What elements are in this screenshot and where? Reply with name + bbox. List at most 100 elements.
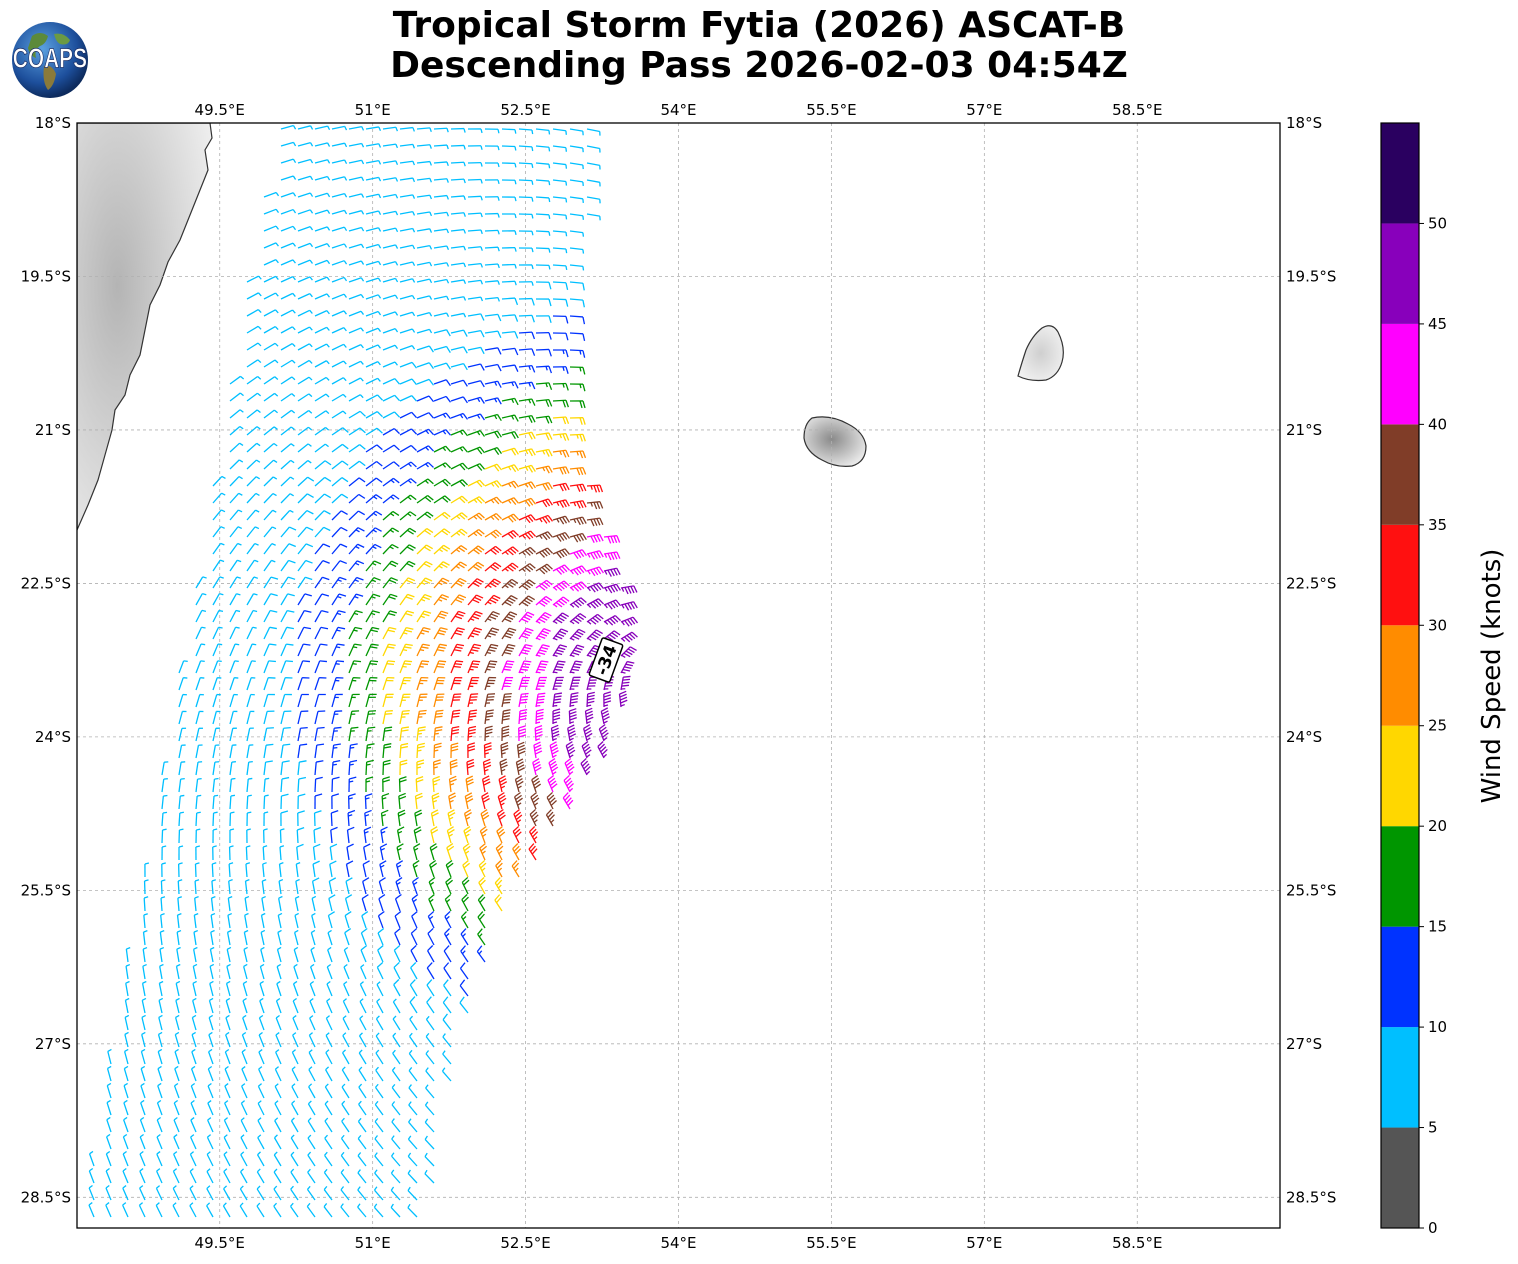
wind-barb — [382, 477, 400, 487]
plot-title: Tropical Storm Fytia (2026) ASCAT-B Desc… — [0, 6, 1518, 86]
wind-barb — [246, 811, 252, 827]
wind-barb — [535, 481, 553, 491]
wind-barb — [211, 879, 217, 895]
wind-barb — [462, 859, 471, 878]
wind-barb — [399, 676, 412, 691]
wind-barb — [392, 1049, 401, 1065]
wind-barb — [325, 1049, 333, 1065]
wind-barb — [407, 1152, 418, 1167]
wind-barb — [586, 162, 601, 170]
wind-barb — [382, 776, 390, 793]
wind-barb — [348, 493, 366, 504]
wind-barb — [375, 1049, 384, 1065]
wind-barb — [157, 1031, 163, 1048]
wind-barb — [433, 312, 450, 317]
wind-barb — [330, 826, 338, 844]
wind-barb — [223, 1117, 231, 1133]
wind-barb — [324, 1117, 333, 1133]
wind-barb — [549, 741, 559, 759]
wind-barb — [391, 1118, 401, 1133]
wind-barb — [484, 463, 503, 472]
wind-barb — [327, 929, 333, 946]
wind-barb — [552, 449, 570, 458]
wind-barb — [292, 1032, 299, 1048]
wind-barb — [398, 776, 407, 793]
wind-barb — [311, 877, 320, 895]
wind-barb — [195, 845, 201, 861]
wind-barb — [310, 929, 316, 946]
wind-barb — [244, 895, 250, 912]
wind-barb — [450, 178, 466, 184]
wind-barb — [293, 946, 299, 963]
wind-barb — [518, 247, 534, 253]
wind-barb — [361, 911, 369, 929]
wind-barb — [314, 175, 331, 181]
wind-barb — [246, 542, 259, 555]
wind-barbs — [88, 124, 639, 1218]
wind-barb — [535, 332, 552, 340]
wind-barb — [501, 447, 519, 456]
wind-barb — [563, 774, 574, 793]
wind-barb — [382, 361, 398, 368]
wind-barb — [552, 349, 569, 358]
wind-barb — [273, 1185, 282, 1201]
wind-barb — [246, 476, 261, 487]
wind-barb — [433, 462, 451, 470]
wind-barb — [173, 1134, 180, 1150]
wind-barb — [365, 759, 374, 776]
wind-barb — [195, 609, 207, 623]
wind-barb — [552, 128, 567, 135]
wind-barb — [178, 794, 185, 810]
wind-barb — [394, 910, 402, 929]
wind-barb — [569, 532, 587, 543]
wind-barb — [433, 610, 449, 623]
wind-barb — [552, 482, 570, 492]
wind-barb — [501, 196, 517, 202]
wind-barb — [314, 142, 331, 147]
lat-tick-label-right: 24°S — [1286, 728, 1322, 746]
wind-barb — [314, 743, 325, 759]
wind-barb — [263, 376, 279, 385]
wind-barb — [314, 693, 326, 708]
wind-barb — [175, 980, 181, 997]
wind-barb — [399, 143, 415, 149]
lon-tick-label-top: 51°E — [355, 101, 391, 119]
wind-barb — [501, 693, 512, 708]
wind-barb — [226, 963, 231, 980]
wind-barb — [467, 313, 485, 321]
wind-barb — [416, 395, 435, 403]
wind-barb — [256, 1185, 265, 1201]
logo-text: COAPS — [13, 44, 87, 74]
wind-barb — [382, 560, 399, 572]
wind-barb — [416, 478, 434, 487]
wind-barb — [314, 610, 329, 623]
wind-barb — [122, 1150, 129, 1167]
wind-barb — [484, 545, 502, 555]
wind-barb — [246, 609, 258, 623]
wind-barb — [393, 961, 401, 980]
wind-barb — [314, 410, 330, 419]
wind-barb — [331, 226, 348, 232]
wind-barb — [586, 179, 601, 187]
wind-barb — [348, 159, 365, 165]
wind-barb — [382, 759, 391, 776]
wind-barb — [433, 144, 449, 150]
wind-barb — [390, 1186, 401, 1201]
wind-barb — [450, 561, 468, 572]
wind-barb — [535, 531, 554, 541]
lat-tick-label-right: 19.5°S — [1286, 267, 1336, 285]
wind-barb — [158, 997, 164, 1014]
wind-barb — [161, 828, 167, 844]
lat-tick-label-right: 21°S — [1286, 421, 1322, 439]
wind-barb — [348, 677, 361, 691]
wind-barb — [535, 595, 553, 607]
lat-tick-label-right: 18°S — [1286, 114, 1322, 132]
wind-barb — [243, 963, 248, 980]
wind-barb — [331, 209, 348, 215]
wind-barb — [391, 1083, 401, 1099]
wind-barb — [450, 379, 468, 387]
wind-barb — [161, 845, 167, 861]
wind-barb — [314, 726, 325, 742]
wind-barb — [278, 878, 284, 895]
wind-barb — [430, 809, 439, 827]
